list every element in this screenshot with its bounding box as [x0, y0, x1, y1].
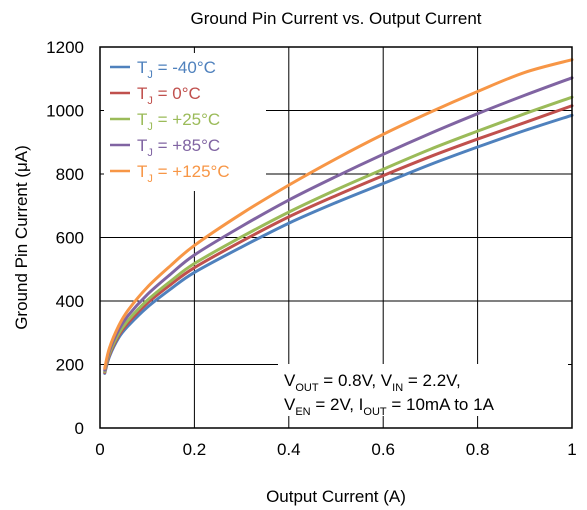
- legend-label: TJ = +125°C: [137, 162, 230, 185]
- x-tick-label: 1: [567, 440, 576, 459]
- y-tick-label: 1000: [46, 102, 84, 121]
- chart-title: Ground Pin Current vs. Output Current: [190, 9, 481, 28]
- x-tick-label: 0.2: [183, 440, 207, 459]
- y-tick-label: 0: [75, 419, 84, 438]
- conditions-annotation: VOUT = 0.8V, VIN = 2.2V,VEN = 2V, IOUT =…: [284, 371, 495, 418]
- y-tick-label: 800: [56, 165, 84, 184]
- y-tick-label: 1200: [46, 38, 84, 57]
- y-tick-label: 600: [56, 229, 84, 248]
- y-axis-label: Ground Pin Current (μA): [12, 145, 31, 330]
- legend-label: TJ = +85°C: [137, 136, 220, 159]
- legend: TJ = -40°C TJ = 0°C TJ = +25°C TJ = +85°C TJ…: [110, 58, 230, 185]
- x-tick-label: 0.8: [466, 440, 490, 459]
- legend-item: TJ = -40°C: [110, 58, 216, 81]
- x-tick-labels: 0 0.2 0.4 0.6 0.8 1: [95, 440, 576, 459]
- legend-label: TJ = +25°C: [137, 110, 220, 133]
- x-tick-label: 0: [95, 440, 104, 459]
- annotation-line: VOUT = 0.8V, VIN = 2.2V,: [284, 371, 461, 394]
- plot-frame: [99, 46, 573, 429]
- y-tick-labels: 0 200 400 600 800 1000 1200: [46, 38, 84, 438]
- x-tick-label: 0.4: [277, 440, 301, 459]
- legend-label: TJ = -40°C: [137, 58, 216, 81]
- legend-item: TJ = 0°C: [110, 84, 201, 107]
- y-tick-label: 200: [56, 356, 84, 375]
- y-tick-label: 400: [56, 292, 84, 311]
- legend-item: TJ = +125°C: [110, 162, 230, 185]
- series-line: [103, 95, 574, 373]
- x-axis-label: Output Current (A): [266, 487, 406, 506]
- legend-label: TJ = 0°C: [137, 84, 201, 107]
- legend-item: TJ = +25°C: [110, 110, 220, 133]
- series-line: [103, 76, 574, 372]
- series-line: [103, 58, 574, 370]
- legend-background: [104, 53, 266, 191]
- x-tick-label: 0.6: [371, 440, 395, 459]
- series-lines: [103, 58, 574, 375]
- annotation-line: VEN = 2V, IOUT = 10mA to 1A: [284, 395, 495, 418]
- annotation-background: [278, 364, 568, 416]
- legend-item: TJ = +85°C: [110, 136, 220, 159]
